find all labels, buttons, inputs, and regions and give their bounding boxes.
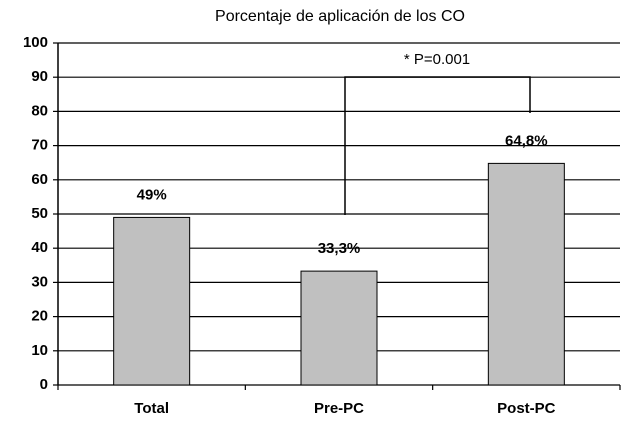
y-tick-label: 90 <box>31 68 48 85</box>
significance-bracket <box>344 76 531 215</box>
y-tick-label: 0 <box>40 376 48 393</box>
value-label: 33,3% <box>318 240 361 257</box>
bar <box>300 270 378 386</box>
y-tick-label: 30 <box>31 273 48 290</box>
y-tick-label: 20 <box>31 308 48 325</box>
y-tick-label: 40 <box>31 239 48 256</box>
value-label: 64,8% <box>505 132 548 149</box>
bar <box>487 162 565 386</box>
y-tick-label: 50 <box>31 205 48 222</box>
x-tick-label: Post-PC <box>497 400 556 417</box>
value-label: 49% <box>137 186 167 203</box>
y-tick-label: 100 <box>23 34 48 51</box>
annotation: * P=0.001 <box>404 51 470 68</box>
y-tick-label: 70 <box>31 137 48 154</box>
y-tick-label: 10 <box>31 342 48 359</box>
y-tick-label: 80 <box>31 102 48 119</box>
x-tick-label: Pre-PC <box>314 400 364 417</box>
chart-title: Porcentaje de aplicación de los CO <box>215 8 465 25</box>
bar <box>113 216 191 386</box>
x-tick-label: Total <box>134 400 169 417</box>
bracket-line <box>344 76 531 215</box>
y-tick-label: 60 <box>31 171 48 188</box>
